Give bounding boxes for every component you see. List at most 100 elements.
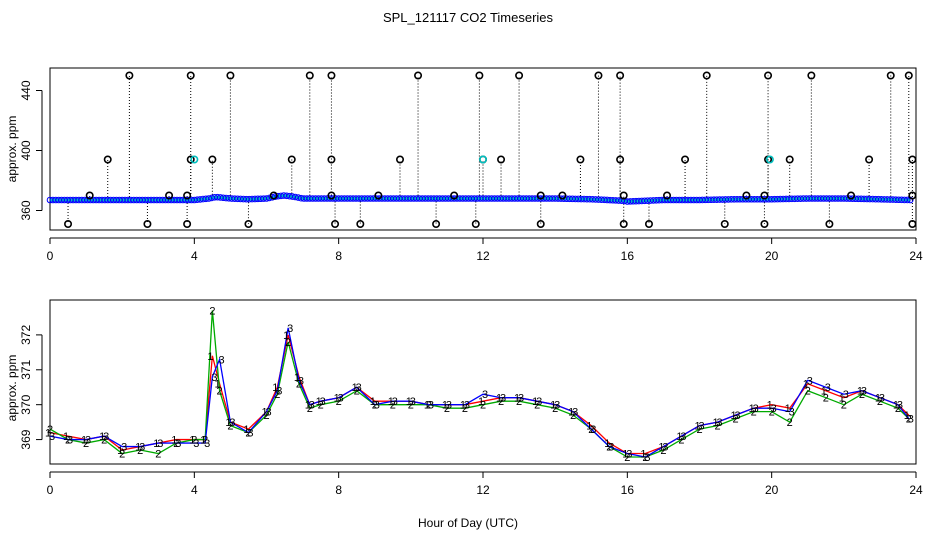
- series-3-marker: 3: [219, 354, 225, 366]
- series-1-marker: 1: [658, 442, 664, 454]
- top-x-axis: 0 4 8 12 16 20 24: [47, 237, 923, 263]
- spike-point: [183, 191, 192, 200]
- series-2-marker: 2: [787, 417, 793, 429]
- top-plot-frame: [49, 67, 917, 231]
- series-1-marker: 1: [305, 400, 311, 412]
- spike-point: [619, 220, 628, 229]
- series-1-marker: 1: [676, 431, 682, 443]
- series-3-marker: 3: [590, 424, 596, 436]
- top-y-axis: 360 400 440: [19, 80, 43, 221]
- y-tick-label: 372: [19, 325, 33, 345]
- series-3-marker: 3: [204, 438, 210, 450]
- series-1-marker: 1: [63, 431, 69, 443]
- spike-point: [471, 220, 480, 229]
- x-tick-label: 24: [909, 483, 923, 497]
- series-2-marker: 2: [336, 396, 342, 408]
- series-2-marker: 2: [307, 403, 313, 415]
- series-3-marker: 3: [139, 442, 145, 454]
- series-2-marker: 2: [534, 400, 540, 412]
- series-2-line: [49, 310, 910, 458]
- series-3-marker: 3: [897, 400, 903, 412]
- spike-point: [720, 220, 729, 229]
- series-2-marker: 2: [895, 403, 901, 415]
- bottom-plot-frame: [49, 299, 917, 465]
- series-2-marker: 2: [877, 396, 883, 408]
- spike-point: [825, 220, 834, 229]
- spike-point: [64, 220, 73, 229]
- series-2-marker: 2: [408, 400, 414, 412]
- cyan-point: [478, 155, 487, 164]
- x-tick-label: 24: [909, 249, 923, 263]
- series-3-marker: 3: [193, 438, 199, 450]
- spike-point: [536, 220, 545, 229]
- x-tick-label: 8: [335, 249, 342, 263]
- cyan-point: [765, 155, 774, 164]
- series-1-marker: 1: [640, 449, 646, 461]
- series-2-marker: 2: [570, 410, 576, 422]
- series-3-marker: 3: [716, 417, 722, 429]
- series-3-marker: 3: [843, 389, 849, 401]
- series-2-marker: 2: [296, 379, 302, 391]
- series-2-marker: 2: [155, 449, 161, 461]
- spike-point: [594, 71, 603, 80]
- series-1-marker: 1: [694, 421, 700, 433]
- series-3-marker: 3: [735, 410, 741, 422]
- series-3-marker: 3: [861, 386, 867, 398]
- series-1-marker: 1: [460, 400, 466, 412]
- spike-point: [269, 191, 278, 200]
- spike-point: [327, 155, 336, 164]
- spike-point: [85, 191, 94, 200]
- series-1-marker: 1: [316, 396, 322, 408]
- series-1-marker: 1: [225, 417, 231, 429]
- top-panel: 0 4 8 12 16 20 24 360 400 440 approx. ppm: [5, 67, 923, 263]
- series-3-marker: 3: [536, 396, 542, 408]
- series-2-marker: 2: [191, 435, 197, 447]
- series-2-marker: 2: [285, 337, 291, 349]
- series-2-marker: 2: [462, 403, 468, 415]
- series-3-marker: 3: [626, 449, 632, 461]
- series-3-marker: 3: [644, 452, 650, 464]
- series-3-marker: 3: [753, 403, 759, 415]
- series-2-marker: 2: [372, 400, 378, 412]
- bottom-x-axis: 0 4 8 12 16 20 24: [47, 471, 923, 497]
- series-3-marker: 3: [518, 393, 524, 405]
- series-1-marker: 1: [200, 435, 206, 447]
- spike-point: [742, 191, 751, 200]
- spike-point: [327, 191, 336, 200]
- series-2-marker: 2: [906, 414, 912, 426]
- x-tick-label: 12: [476, 249, 490, 263]
- series-1-marker: 1: [904, 410, 910, 422]
- series-2-marker: 2: [588, 424, 594, 436]
- series-3-marker: 3: [374, 400, 380, 412]
- series-2-marker: 2: [354, 386, 360, 398]
- series-1-marker: 1: [622, 449, 628, 461]
- spike-point: [374, 191, 383, 200]
- series-3-marker: 3: [410, 396, 416, 408]
- series-1-line: [49, 334, 910, 455]
- series-2-marker: 2: [274, 389, 280, 401]
- spike-point: [764, 71, 773, 80]
- spike-point: [536, 191, 545, 200]
- spike-point: [183, 220, 192, 229]
- series-1-marker: 1: [875, 393, 881, 405]
- series-2-marker: 2: [47, 424, 53, 436]
- series-2-marker: 2: [642, 452, 648, 464]
- series-3-marker: 3: [825, 382, 831, 394]
- x-tick-label: 12: [476, 483, 490, 497]
- x-tick-label: 4: [191, 249, 198, 263]
- series-2-marker: 2: [444, 403, 450, 415]
- series-1-marker: 1: [81, 435, 87, 447]
- series-2-marker: 2: [805, 386, 811, 398]
- series-3-marker: 3: [247, 428, 253, 440]
- spike-point: [760, 220, 769, 229]
- series-1-marker: 1: [283, 330, 289, 342]
- series-2-marker: 2: [209, 305, 215, 317]
- series-2-marker: 2: [823, 393, 829, 405]
- series-3-marker: 3: [338, 393, 344, 405]
- spike-point: [807, 71, 816, 80]
- series-3-marker: 3: [879, 393, 885, 405]
- series-3-marker: 3: [356, 382, 362, 394]
- series-1-marker: 1: [45, 428, 51, 440]
- series-3-marker: 3: [698, 421, 704, 433]
